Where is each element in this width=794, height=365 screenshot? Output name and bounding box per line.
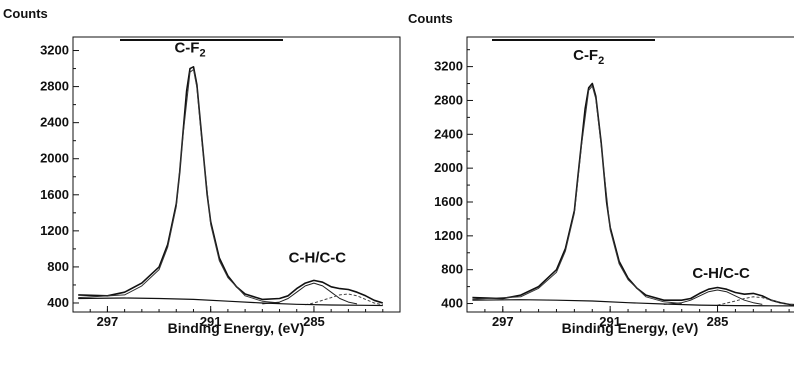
y-tick-label: 400 bbox=[47, 295, 69, 310]
x-tick-label: 291 bbox=[599, 314, 621, 329]
series-C-F2-component bbox=[78, 69, 280, 304]
series-measured-envelope bbox=[472, 82, 794, 306]
peak-annotation: C-H/C-C bbox=[289, 249, 347, 266]
y-tick-label: 2000 bbox=[40, 151, 69, 166]
series-measured-envelope bbox=[78, 66, 384, 304]
chart-panel-left: Counts 400 800 1200 1600 2000 2400 2800 3200 297… bbox=[3, 6, 401, 336]
peak-annotation: C-H/C-C bbox=[692, 265, 750, 282]
series-C-H/C-C-component bbox=[262, 282, 358, 305]
chart-panel-right: Counts 400 800 1200 1600 2000 2400 2800 3200 297… bbox=[408, 11, 794, 336]
y-tick-label: 400 bbox=[441, 296, 463, 311]
y-tick-label: 3200 bbox=[434, 59, 463, 74]
y-tick-label: 2000 bbox=[434, 160, 463, 175]
plot-frame bbox=[72, 36, 401, 313]
x-axis-title: Binding Energy, (eV) bbox=[562, 320, 699, 336]
series-background bbox=[472, 299, 794, 307]
y-tick-label: 1600 bbox=[434, 194, 463, 209]
y-tick-label: 2400 bbox=[40, 115, 69, 130]
y-tick-label: 1200 bbox=[434, 228, 463, 243]
y-tick-label: 2800 bbox=[40, 79, 69, 94]
y-tick-label: 1600 bbox=[40, 187, 69, 202]
y-tick-label: 2400 bbox=[434, 126, 463, 141]
series-background bbox=[78, 297, 383, 307]
series-third-component-dashed bbox=[717, 296, 794, 306]
x-tick-label: 285 bbox=[303, 314, 325, 329]
y-axis-title: Counts bbox=[3, 6, 48, 21]
y-axis-title: Counts bbox=[408, 11, 453, 26]
series-C-F2-component bbox=[472, 85, 682, 304]
plot-frame bbox=[466, 36, 794, 313]
series-C-H/C-C-component bbox=[663, 289, 763, 305]
x-tick-label: 291 bbox=[200, 314, 222, 329]
x-tick-label: 285 bbox=[707, 314, 729, 329]
y-tick-label: 3200 bbox=[40, 43, 69, 58]
peak-annotation: C-F2 bbox=[174, 39, 205, 59]
x-tick-label: 297 bbox=[492, 314, 514, 329]
x-tick-label: 297 bbox=[97, 314, 119, 329]
x-axis-title: Binding Energy, (eV) bbox=[168, 320, 305, 336]
y-tick-label: 2800 bbox=[434, 92, 463, 107]
peak-annotation: C-F2 bbox=[573, 47, 604, 67]
y-tick-label: 800 bbox=[441, 262, 463, 277]
y-tick-label: 1200 bbox=[40, 223, 69, 238]
y-tick-label: 800 bbox=[47, 259, 69, 274]
